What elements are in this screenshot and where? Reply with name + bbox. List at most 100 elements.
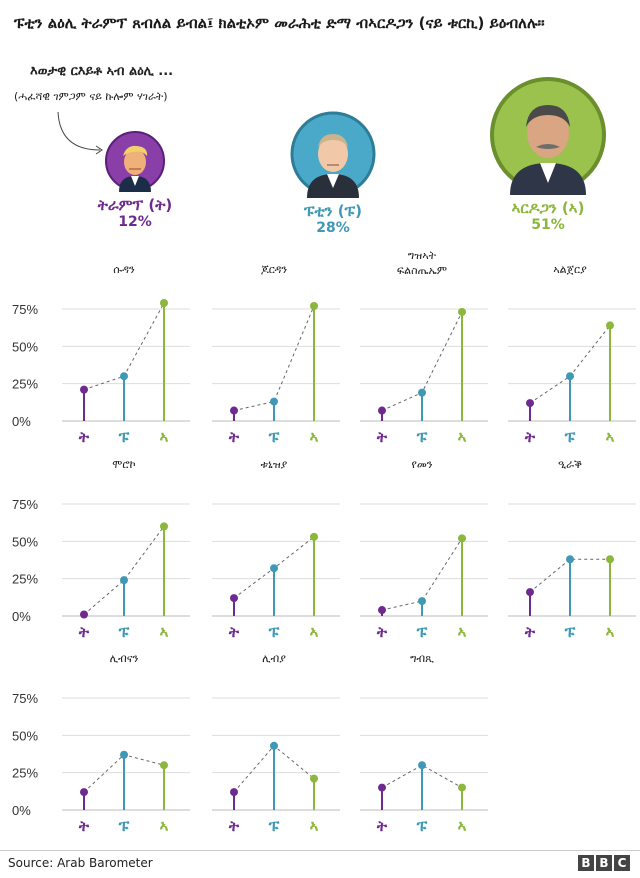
category-label: ኣ xyxy=(458,428,467,446)
category-label: ት xyxy=(78,817,90,835)
category-label: ኣ xyxy=(606,428,615,446)
panel-title: ጆርዳን xyxy=(261,263,288,276)
annotation-line-1: እወታዊ ርእይቶ ኣብ ልዕሊ ... xyxy=(30,64,174,79)
panel-title: ሱዳን xyxy=(113,263,135,276)
category-label: ኣ xyxy=(310,428,319,446)
connector-line xyxy=(83,526,165,615)
category-label: ት xyxy=(376,817,388,835)
y-tick-label: 50% xyxy=(12,534,38,549)
category-label: ፑ xyxy=(416,623,428,641)
bbc-logo: B B C xyxy=(578,855,630,871)
category-label: ኣ xyxy=(458,623,467,641)
lollipop-dot xyxy=(230,788,238,797)
lollipop-dot xyxy=(566,372,574,381)
lollipop-dot xyxy=(418,388,426,397)
leader-putin: ፑቲን (ፑ) 28% xyxy=(278,110,388,236)
lollipop-dot xyxy=(606,321,614,330)
lollipop-dot xyxy=(160,299,168,307)
lollipop-dot xyxy=(378,783,386,792)
y-tick-label: 25% xyxy=(12,766,38,781)
y-tick-label: 25% xyxy=(12,572,38,587)
erdogan-portrait-icon xyxy=(490,77,606,195)
category-label: ፑ xyxy=(118,428,130,446)
lollipop-dot xyxy=(120,750,128,759)
lollipop-dot xyxy=(160,522,168,531)
source-text: Source: Arab Barometer xyxy=(8,856,153,870)
lollipop-dot xyxy=(120,372,128,381)
category-label: ፑ xyxy=(268,428,280,446)
category-label: ኣ xyxy=(458,817,467,835)
leader-name-trump: ትራምፕ (ት) xyxy=(97,196,173,214)
y-tick-label: 25% xyxy=(12,377,38,392)
leader-erdogan: ኣርዶጋን (ኣ) 51% xyxy=(478,75,618,233)
leader-name-erdogan: ኣርዶጋን (ኣ) xyxy=(511,199,585,217)
y-tick-label: 0% xyxy=(12,414,31,429)
trump-portrait-icon xyxy=(105,131,165,192)
y-tick-label: 50% xyxy=(12,728,38,743)
category-label: ት xyxy=(376,623,388,641)
category-label: ፑ xyxy=(118,623,130,641)
annotation-line-2: (ሓፈሻዊ ገምጋም ናይ ኩሎም ሃገራት) xyxy=(14,90,168,103)
y-tick-label: 50% xyxy=(12,339,38,354)
lollipop-dot xyxy=(230,594,238,603)
lollipop-dot xyxy=(418,761,426,770)
category-label: ት xyxy=(228,817,240,835)
category-label: ፑ xyxy=(118,817,130,835)
category-label: ኣ xyxy=(160,623,169,641)
lollipop-dot xyxy=(80,788,88,797)
category-label: ት xyxy=(78,428,90,446)
leader-trump: ትራምፕ (ት) 12% xyxy=(80,130,190,230)
y-tick-label: 0% xyxy=(12,609,31,624)
category-label: ኣ xyxy=(310,817,319,835)
lollipop-dot xyxy=(310,774,318,783)
category-label: ኣ xyxy=(310,623,319,641)
lollipop-dot xyxy=(310,301,318,310)
connector-line xyxy=(381,538,463,611)
panel-title: ቱኒዝያ xyxy=(261,458,288,471)
y-tick-label: 75% xyxy=(12,691,38,706)
panel-title: ፍልስጤኤም xyxy=(397,264,447,277)
lollipop-dot xyxy=(378,606,386,615)
lollipop-dot xyxy=(80,385,88,394)
panel-title: ዒራቕ xyxy=(558,458,582,471)
category-label: ት xyxy=(524,623,536,641)
lollipop-dot xyxy=(526,588,534,597)
panel-title: ግብጺ xyxy=(410,652,434,665)
putin-portrait-icon xyxy=(290,111,376,198)
panel-title: ሊብያ xyxy=(262,652,286,665)
chart-title: ፑቲን ልዕሊ ትራምፕ ጸብለል ይብል፤ ክልቲኦም መራሕቲ ድማ ብኣር… xyxy=(14,14,545,32)
footer-divider xyxy=(0,850,640,851)
leader-pct-trump: 12% xyxy=(118,214,152,230)
lollipop-dot xyxy=(270,564,278,573)
lollipop-dot xyxy=(458,783,466,792)
category-label: ኣ xyxy=(606,623,615,641)
leader-pct-putin: 28% xyxy=(316,220,350,236)
lollipop-dot xyxy=(230,406,238,415)
category-label: ኣ xyxy=(160,428,169,446)
connector-line xyxy=(233,305,315,412)
lollipop-dot xyxy=(310,532,318,541)
y-tick-label: 75% xyxy=(12,497,38,512)
category-label: ፑ xyxy=(268,817,280,835)
leader-name-putin: ፑቲን (ፑ) xyxy=(303,202,363,220)
category-label: ኣ xyxy=(160,817,169,835)
category-label: ፑ xyxy=(268,623,280,641)
annotation-arrow xyxy=(57,111,103,155)
y-tick-label: 75% xyxy=(12,302,38,317)
lollipop-dot xyxy=(160,761,168,770)
lollipop-dot xyxy=(80,610,88,619)
lollipop-dot xyxy=(270,397,278,406)
y-tick-label: 0% xyxy=(12,803,31,818)
bbc-logo-letter-1: B xyxy=(578,855,594,871)
panel-title: ሊብናን xyxy=(110,652,139,665)
category-label: ፑ xyxy=(416,428,428,446)
category-label: ት xyxy=(376,428,388,446)
bbc-logo-letter-2: B xyxy=(596,855,612,871)
category-label: ት xyxy=(228,428,240,446)
lollipop-dot xyxy=(606,555,614,564)
panel-title: የመን xyxy=(411,458,432,471)
panel-title: ኣልጀርያ xyxy=(553,263,587,276)
lollipop-dot xyxy=(378,406,386,415)
category-label: ት xyxy=(524,428,536,446)
